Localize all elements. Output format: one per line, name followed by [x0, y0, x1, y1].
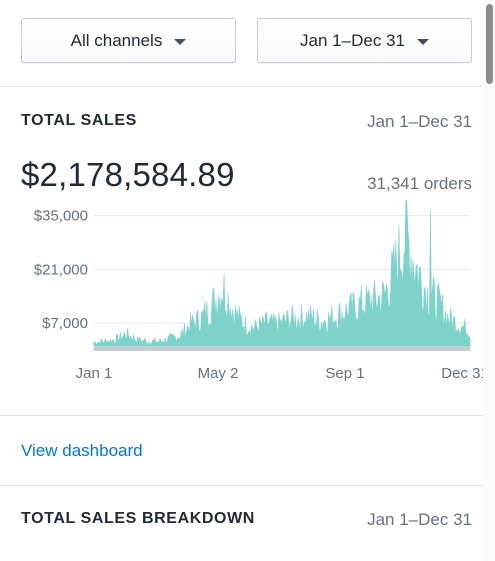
- sales-chart: $35,000 $21,000 $7,000 Jan 1 May 2 Sep 1 Dec 3…: [34, 200, 483, 382]
- x-tick-label: Jan 1: [76, 365, 113, 382]
- x-tick-label: Dec 31: [441, 365, 483, 382]
- sales-area-series: [93, 200, 471, 351]
- scrollbar[interactable]: [483, 0, 495, 561]
- channel-select-label: All channels: [70, 30, 163, 50]
- caret-down-icon: [174, 38, 187, 45]
- total-sales-range: Jan 1–Dec 31: [367, 112, 472, 131]
- y-tick-label: $21,000: [34, 261, 88, 278]
- total-sales-title: TOTAL SALES: [21, 112, 137, 129]
- chart-baseline: [94, 346, 470, 351]
- orders-count: 31,341 orders: [367, 174, 472, 193]
- divider: [0, 485, 483, 486]
- y-tick-label: $35,000: [34, 208, 88, 225]
- caret-down-icon: [416, 38, 429, 45]
- x-tick-label: Sep 1: [325, 365, 364, 382]
- y-tick-label: $7,000: [42, 315, 88, 332]
- chart-area-layer: [93, 200, 471, 351]
- scrollbar-thumb[interactable]: [486, 4, 493, 84]
- total-sales-amount: $2,178,584.89: [21, 156, 235, 193]
- channel-select[interactable]: All channels: [21, 18, 236, 63]
- x-tick-label: May 2: [198, 365, 239, 382]
- divider: [0, 415, 483, 416]
- chart-axis: $35,000 $21,000 $7,000 Jan 1 May 2 Sep 1 Dec 3…: [34, 208, 483, 382]
- date-range-select[interactable]: Jan 1–Dec 31: [257, 18, 472, 63]
- view-dashboard-link[interactable]: View dashboard: [21, 441, 143, 460]
- breakdown-range: Jan 1–Dec 31: [367, 510, 472, 529]
- filters-bar: All channels Jan 1–Dec 31: [0, 0, 483, 87]
- date-range-select-label: Jan 1–Dec 31: [300, 30, 405, 50]
- breakdown-title: TOTAL SALES BREAKDOWN: [21, 510, 255, 527]
